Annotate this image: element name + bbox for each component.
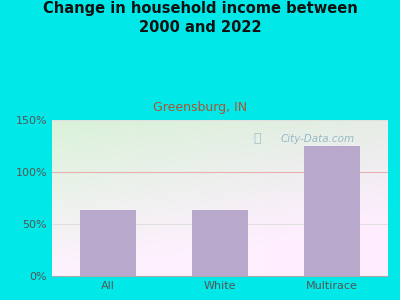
Text: ⦿: ⦿ — [253, 132, 261, 145]
Text: Change in household income between
2000 and 2022: Change in household income between 2000 … — [43, 2, 357, 35]
Text: Greensburg, IN: Greensburg, IN — [153, 100, 247, 113]
Bar — [304, 146, 360, 276]
Bar — [192, 211, 248, 276]
Bar — [80, 211, 136, 276]
Text: City-Data.com: City-Data.com — [280, 134, 355, 144]
